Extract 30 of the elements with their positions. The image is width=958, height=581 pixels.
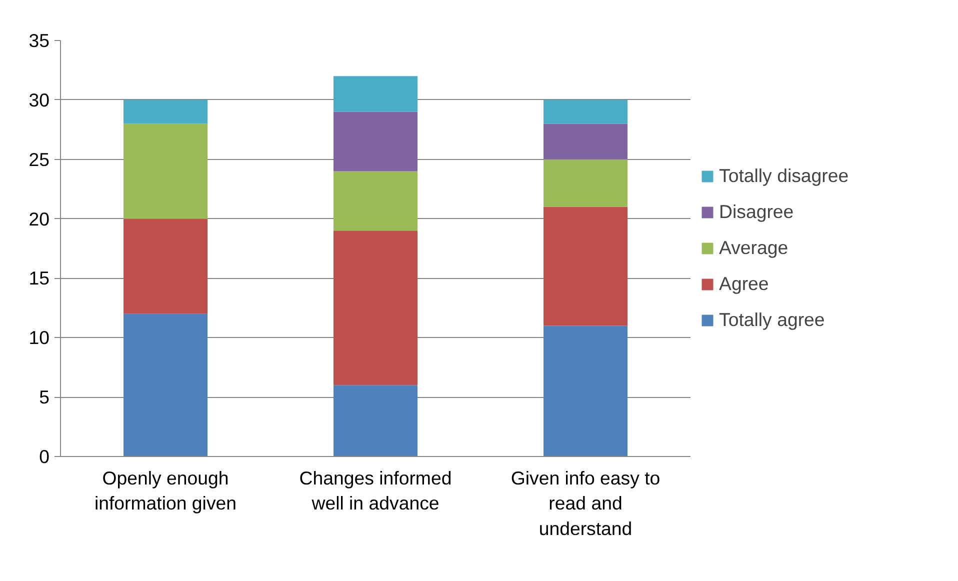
bar [544, 326, 628, 456]
bar [334, 230, 418, 386]
bar [334, 76, 418, 112]
legend-label: Totally agree [719, 309, 825, 331]
y-tick-label: 15 [28, 268, 50, 289]
bar [544, 124, 628, 160]
y-tick-label: 5 [39, 386, 50, 408]
legend-label: Average [719, 237, 788, 259]
x-tick-label: Changes informed well in advance [299, 468, 452, 514]
legend-label: Disagree [719, 201, 794, 223]
bar [544, 100, 628, 124]
legend-label: Totally disagree [719, 165, 849, 187]
x-tick-label: Openly enough information given [94, 468, 237, 514]
bar [544, 159, 628, 207]
bar [124, 218, 208, 314]
y-tick-label: 30 [28, 89, 50, 110]
bar [334, 385, 418, 456]
legend-label: Agree [719, 273, 769, 295]
y-tick-label: 25 [28, 148, 50, 170]
y-tick-label: 10 [28, 327, 50, 348]
bar [124, 124, 208, 219]
x-tick-label: Given info easy to read and understand [510, 468, 660, 539]
bar [334, 112, 418, 172]
y-tick-label: 20 [28, 208, 50, 230]
bar [544, 206, 628, 326]
bar [124, 314, 208, 456]
bar [124, 100, 208, 124]
y-tick-label: 35 [28, 30, 50, 51]
bar [334, 171, 418, 231]
y-tick-label: 0 [39, 446, 50, 467]
